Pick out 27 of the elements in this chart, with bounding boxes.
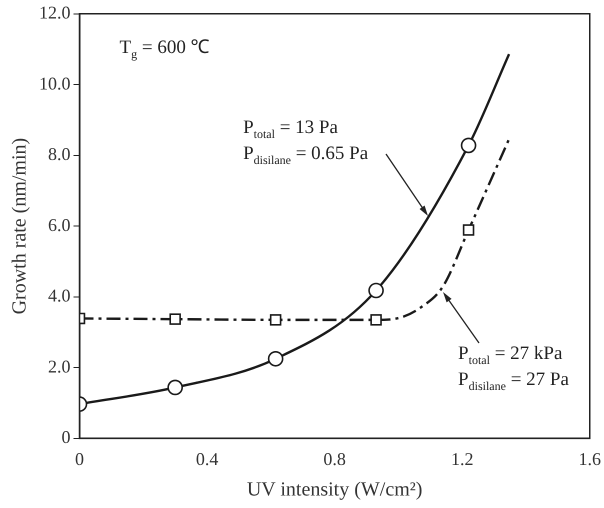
- annotation: P$_{disilane}$ = 27 Pa: [458, 368, 569, 396]
- annotation: P$_{total}$ = 27 kPa: [458, 343, 562, 368]
- y-tick-label: 10.0: [39, 73, 70, 94]
- point: [370, 314, 382, 326]
- annotation: P$_{total}$ = 13 Pa: [243, 117, 338, 141]
- annotation: P$_{disilane}$ = 0.65 Pa: [243, 142, 368, 169]
- y-tick-label: 8.0: [48, 144, 70, 164]
- x-tick-label: 0.4: [196, 448, 218, 469]
- x-tick-label: 1.2: [450, 448, 474, 469]
- x-tick-label: 0.8: [323, 448, 346, 469]
- y-tick-label: 2.0: [48, 356, 70, 376]
- x-axis-title: UV intensity (W/cm²): [246, 478, 422, 500]
- point: [368, 282, 384, 298]
- point: [460, 138, 476, 154]
- x-tick-label: 1.6: [578, 448, 601, 469]
- point: [167, 380, 183, 396]
- point: [169, 313, 181, 325]
- point: [270, 314, 282, 326]
- y-tick-label: 6.0: [48, 214, 70, 235]
- x-tick-label: 0: [75, 448, 84, 469]
- y-tick-label: 4.0: [48, 286, 70, 306]
- y-tick-label: 12.0: [39, 2, 70, 23]
- annotation: T$_{g}$ = 600 ℃: [120, 36, 210, 63]
- point: [268, 350, 284, 367]
- y-axis-title: Growth rate (nm/min): [8, 138, 30, 314]
- y-tick-label: 0: [62, 427, 70, 448]
- point: [462, 224, 474, 236]
